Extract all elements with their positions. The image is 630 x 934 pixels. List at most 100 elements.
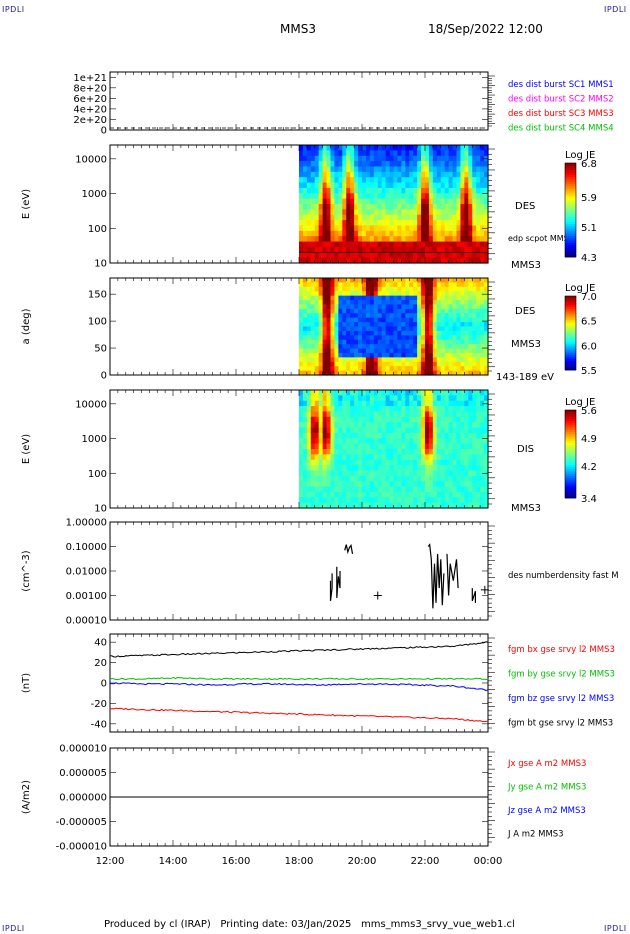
heatmap-cell: [389, 443, 395, 450]
heatmap-cell: [460, 241, 465, 248]
heatmap-cell: [354, 459, 359, 466]
heatmap-cell: [397, 225, 402, 232]
heatmap-cell: [448, 438, 454, 445]
colorbar-segment: [565, 342, 576, 345]
heatmap-cell: [350, 313, 355, 319]
heatmap-cell: [385, 171, 391, 178]
heatmap-cell: [369, 278, 375, 284]
heatmap-cell: [358, 422, 363, 429]
heatmap-cell: [306, 300, 312, 306]
heatmap-cell: [480, 193, 485, 200]
heatmap-cell: [401, 198, 406, 205]
heatmap-cell: [440, 304, 446, 310]
heatmap-cell: [452, 432, 458, 439]
heatmap-cell: [365, 313, 371, 319]
heatmap-cell: [310, 330, 316, 336]
heatmap-cell: [452, 150, 458, 157]
heatmap-cell: [302, 236, 308, 243]
density-trace: [329, 573, 333, 601]
heatmap-cell: [440, 339, 446, 345]
heatmap-cell: [401, 209, 406, 216]
heatmap-cell: [358, 182, 363, 189]
heatmap-cell: [425, 475, 430, 482]
heatmap-cell: [468, 187, 473, 194]
colorbar-segment: [565, 338, 576, 341]
heatmap-cell: [362, 438, 367, 445]
heatmap-cell: [354, 361, 359, 367]
heatmap-cell: [338, 171, 343, 178]
heatmap-cell: [299, 330, 304, 336]
heatmap-cell: [417, 326, 422, 332]
heatmap-cell: [421, 411, 426, 418]
heatmap-cell: [302, 335, 308, 341]
heatmap-cell: [369, 344, 375, 350]
heatmap-cell: [436, 204, 442, 210]
colorbar-segment: [565, 238, 576, 241]
heatmap-cell: [413, 225, 418, 232]
heatmap-cell: [299, 339, 304, 345]
heatmap-cell: [444, 171, 450, 178]
colorbar-segment: [565, 184, 576, 187]
heatmap-cell: [334, 193, 339, 200]
heatmap-cell: [318, 317, 324, 323]
heatmap-cell: [385, 422, 391, 429]
heatmap-cell: [346, 438, 351, 445]
heatmap-cell: [409, 406, 414, 413]
heatmap-cell: [480, 357, 485, 363]
heatmap-cell: [401, 366, 406, 372]
heatmap-cell: [314, 366, 320, 372]
heatmap-cell: [440, 432, 446, 439]
heatmap-cell: [299, 209, 304, 216]
heatmap-cell: [476, 313, 481, 319]
y-axis-label: E (eV): [21, 434, 32, 464]
series-label: des numberdensity fast M: [508, 571, 619, 581]
heatmap-cell: [413, 491, 418, 498]
heatmap-cell: [334, 214, 339, 221]
heatmap-cell: [428, 252, 434, 259]
heatmap-cell: [338, 361, 343, 367]
heatmap-cell: [417, 390, 422, 396]
heatmap-cell: [444, 246, 450, 253]
heatmap-cell: [432, 395, 438, 402]
heatmap-cell: [326, 241, 332, 248]
heatmap-cell: [448, 348, 454, 354]
heatmap-cell: [302, 459, 308, 466]
heatmap-cell: [484, 236, 489, 243]
heatmap-cell: [401, 459, 406, 466]
heatmap-cell: [381, 352, 387, 358]
heatmap-cell: [350, 411, 355, 418]
heatmap-cell: [405, 366, 410, 372]
heatmap-cell: [425, 344, 430, 350]
heatmap-cell: [413, 502, 418, 509]
heatmap-cell: [389, 230, 395, 237]
heatmap-cell: [299, 465, 304, 472]
heatmap-cell: [397, 390, 402, 396]
heatmap-cell: [338, 432, 343, 439]
heatmap-cell: [448, 177, 454, 184]
heatmap-cell: [358, 459, 363, 466]
heatmap-cell: [330, 300, 336, 306]
heatmap-cell: [464, 475, 469, 482]
heatmap-cell: [393, 214, 399, 221]
heatmap-cell: [318, 357, 324, 363]
heatmap-cell: [421, 344, 426, 350]
heatmap-cell: [432, 300, 438, 306]
heatmap-cell: [306, 486, 312, 493]
heatmap-cell: [432, 465, 438, 472]
heatmap-cell: [306, 304, 312, 310]
heatmap-cell: [322, 300, 328, 306]
heatmap-cell: [318, 236, 324, 243]
heatmap-cell: [417, 449, 422, 455]
heatmap-cell: [358, 357, 363, 363]
heatmap-cell: [358, 225, 363, 232]
heatmap-cell: [472, 449, 477, 455]
colorbar-tick-label: 4.3: [581, 253, 597, 264]
heatmap-cell: [397, 322, 402, 328]
heatmap-cell: [484, 438, 489, 445]
heatmap-cell: [428, 497, 434, 504]
heatmap-cell: [302, 209, 308, 216]
heatmap-cell: [346, 187, 351, 194]
heatmap-cell: [425, 427, 430, 434]
colorbar-segment: [565, 202, 576, 206]
heatmap-cell: [334, 395, 339, 402]
